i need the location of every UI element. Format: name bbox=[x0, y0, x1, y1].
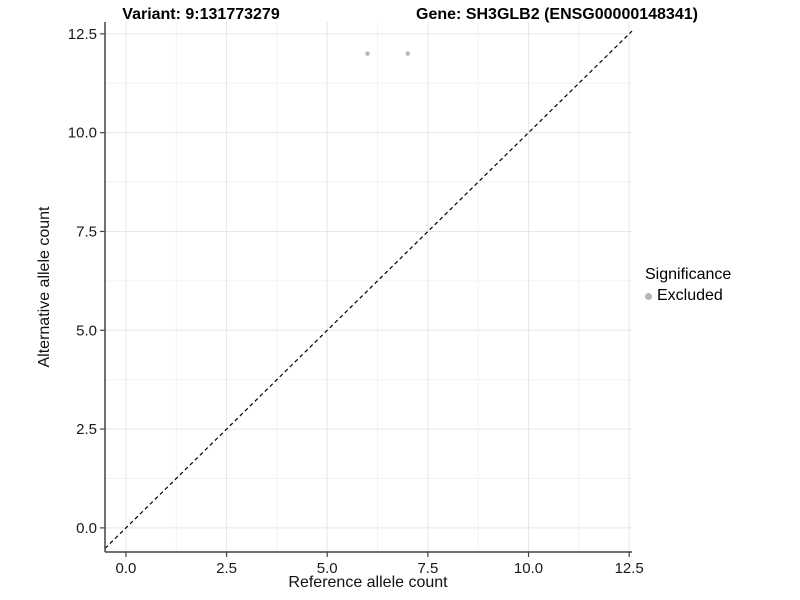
legend-item-excluded: Excluded bbox=[645, 287, 731, 305]
excluded-point-icon bbox=[645, 292, 652, 300]
plot-title-variant: Variant: 9:131773279 bbox=[122, 6, 280, 23]
x-tick-label: 12.5 bbox=[615, 560, 644, 577]
legend-item-label: Excluded bbox=[657, 287, 723, 304]
y-tick-label: 5.0 bbox=[76, 322, 97, 339]
legend-title: Significance bbox=[645, 266, 732, 283]
y-tick-label: 0.0 bbox=[76, 520, 97, 537]
x-tick-label: 5.0 bbox=[317, 560, 338, 577]
data-point-excluded bbox=[405, 51, 410, 56]
data-point-excluded bbox=[365, 51, 370, 56]
y-tick-label: 2.5 bbox=[76, 421, 97, 438]
legend: Significance Excluded bbox=[645, 266, 731, 305]
y-axis-title: Alternative allele count bbox=[36, 206, 53, 368]
y-tick-label: 12.5 bbox=[68, 26, 97, 43]
x-tick-label: 10.0 bbox=[514, 560, 543, 577]
y-tick-label: 10.0 bbox=[68, 125, 97, 142]
x-tick-label: 0.0 bbox=[116, 560, 137, 577]
x-tick-label: 7.5 bbox=[417, 560, 438, 577]
identity-dashed-line bbox=[104, 30, 633, 549]
x-axis-title: Reference allele count bbox=[288, 574, 448, 591]
y-tick-label: 7.5 bbox=[76, 223, 97, 240]
plot-title-gene: Gene: SH3GLB2 (ENSG00000148341) bbox=[416, 6, 698, 23]
x-tick-label: 2.5 bbox=[216, 560, 237, 577]
